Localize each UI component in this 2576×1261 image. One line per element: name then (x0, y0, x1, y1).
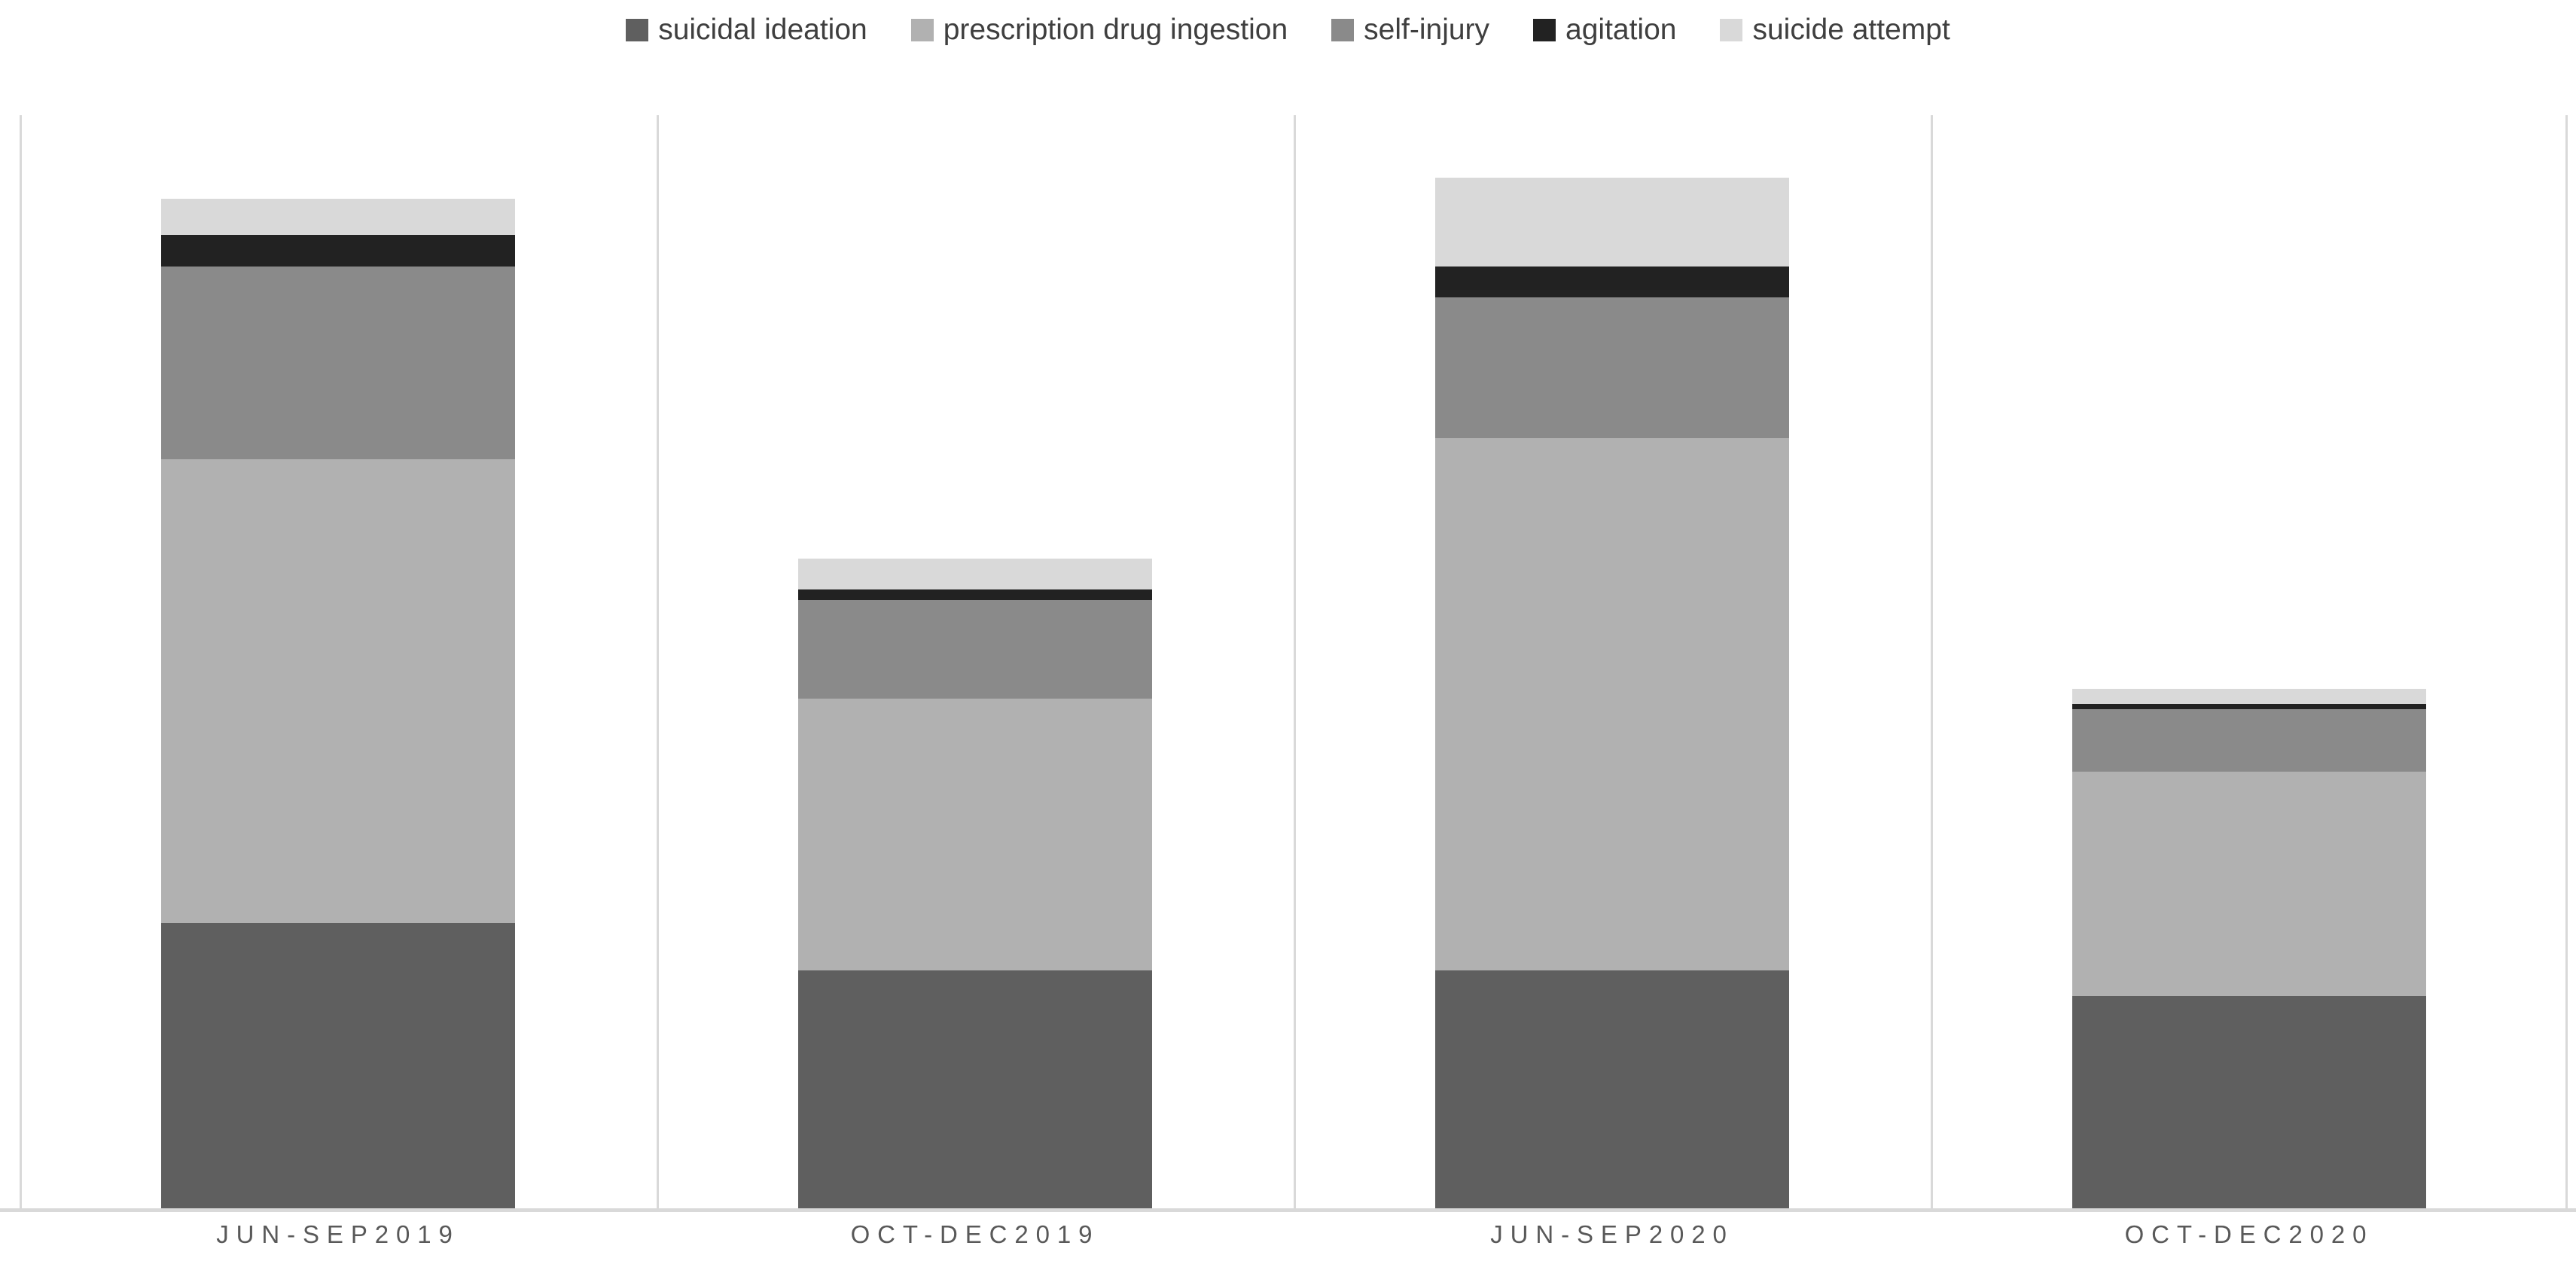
legend-label: suicidal ideation (658, 14, 867, 46)
legend-item-suicide-attempt: suicide attempt (1720, 14, 1950, 47)
bar-segment-suicide-attempt (2072, 688, 2426, 705)
plot-area (20, 115, 2568, 1210)
bar-segment-prescription-drug-ingestion (161, 458, 515, 924)
chart-legend: suicidal ideation prescription drug inges… (0, 14, 2576, 47)
bar-segment-suicidal-ideation (161, 923, 515, 1210)
bar-segment-suicide-attempt (798, 558, 1152, 590)
bar-segment-suicidal-ideation (1435, 970, 1789, 1210)
bar-segment-suicide-attempt (1435, 178, 1789, 267)
legend-label: agitation (1565, 14, 1677, 46)
bar-segment-prescription-drug-ingestion (2072, 772, 2426, 997)
x-axis-label-JUN-SEP2020: JUN-SEP2020 (1490, 1220, 1734, 1248)
bar-segment-agitation (161, 235, 515, 267)
bar-segment-self-injury (161, 266, 515, 459)
stacked-bar-JUN-SEP2020 (1435, 178, 1789, 1210)
legend-item-self-injury: self-injury (1331, 14, 1489, 47)
legend-item-agitation: agitation (1533, 14, 1676, 47)
legend-label: self-injury (1364, 14, 1490, 46)
x-axis-line (0, 1208, 2576, 1212)
legend-swatch-icon (1720, 19, 1743, 41)
category-gridline (20, 115, 22, 1210)
stacked-bar-JUN-SEP2019 (161, 198, 515, 1210)
bar-segment-suicidal-ideation (798, 970, 1152, 1210)
x-axis-label-JUN-SEP2019: JUN-SEP2019 (216, 1220, 460, 1248)
legend-swatch-icon (1533, 19, 1556, 41)
bar-segment-suicide-attempt (161, 198, 515, 236)
legend-item-prescription-drug-ingestion: prescription drug ingestion (910, 14, 1288, 47)
bar-segment-suicidal-ideation (2072, 996, 2426, 1210)
legend-swatch-icon (626, 19, 649, 41)
legend-swatch-icon (1331, 19, 1355, 41)
legend-label: suicide attempt (1752, 14, 1950, 46)
legend-swatch-icon (910, 19, 934, 41)
category-gridline (1931, 115, 1933, 1210)
category-gridline (657, 115, 659, 1210)
category-gridline (1294, 115, 1296, 1210)
bar-segment-agitation (2072, 704, 2426, 710)
stacked-bar-OCT-DEC2020 (2072, 688, 2426, 1210)
bar-segment-prescription-drug-ingestion (1435, 438, 1789, 970)
bar-segment-agitation (798, 589, 1152, 600)
stacked-bar-OCT-DEC2019 (798, 558, 1152, 1210)
legend-label: prescription drug ingestion (943, 14, 1288, 46)
category-gridline (2565, 115, 2568, 1210)
bar-segment-self-injury (2072, 709, 2426, 772)
bar-segment-prescription-drug-ingestion (798, 699, 1152, 970)
bar-segment-self-injury (1435, 297, 1789, 439)
x-axis-labels: JUN-SEP2019 OCT-DEC2019 JUN-SEP2020 OCT-DEC… (20, 1220, 2568, 1249)
bar-segment-self-injury (798, 599, 1152, 699)
x-axis-label-OCT-DEC2020: OCT-DEC2020 (2124, 1220, 2374, 1248)
x-axis-label-OCT-DEC2019: OCT-DEC2019 (850, 1220, 1100, 1248)
legend-item-suicidal-ideation: suicidal ideation (626, 14, 867, 47)
bar-segment-agitation (1435, 266, 1789, 298)
